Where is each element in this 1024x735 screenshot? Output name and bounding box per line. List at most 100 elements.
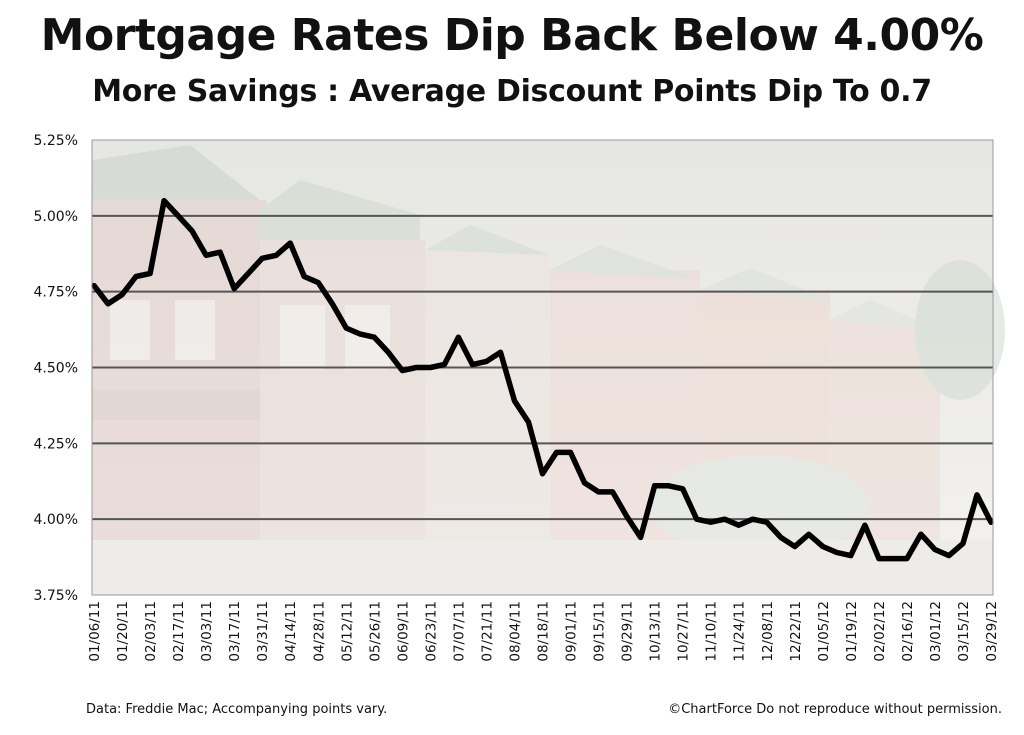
data-point (289, 242, 292, 244)
data-point (443, 363, 446, 366)
x-tick-label: 02/03/11 (143, 601, 159, 662)
x-tick-label: 03/17/11 (227, 601, 243, 662)
data-point (920, 533, 922, 536)
data-point (962, 542, 964, 545)
data-point (121, 293, 123, 296)
data-point (177, 215, 179, 217)
data-point (639, 536, 642, 539)
x-tick-label: 03/15/12 (956, 601, 972, 662)
series-layer (91, 197, 994, 562)
data-point (387, 351, 390, 354)
x-tick-label: 03/01/12 (928, 601, 944, 662)
x-tick-label: 02/16/12 (900, 601, 916, 662)
x-tick-label: 08/18/11 (536, 601, 552, 662)
x-tick-label: 04/14/11 (283, 601, 299, 662)
y-tick-label: 4.50% (34, 361, 78, 377)
data-point (723, 518, 726, 520)
data-point (373, 336, 376, 338)
data-point (681, 488, 684, 490)
y-tick-label: 5.25% (34, 133, 78, 149)
data-point (485, 360, 488, 363)
x-tick-label: 01/05/12 (816, 601, 832, 662)
y-tick-label: 4.75% (34, 285, 78, 301)
x-tick-label: 01/06/11 (87, 601, 103, 662)
x-tick-label: 08/04/11 (507, 601, 523, 662)
x-tick-label: 11/10/11 (704, 601, 720, 662)
chart-subtitle: More Savings : Average Discount Points D… (92, 74, 932, 109)
data-point (793, 545, 796, 548)
data-point (807, 533, 810, 536)
x-tick-label: 10/27/11 (676, 601, 692, 662)
data-point (233, 287, 235, 290)
data-point (737, 524, 740, 527)
gridlines (92, 214, 993, 521)
data-point (822, 545, 824, 548)
data-point (513, 400, 516, 402)
data-point (499, 351, 502, 354)
data-point (429, 366, 432, 369)
data-point (359, 333, 362, 335)
x-tick-label: 12/08/11 (760, 601, 776, 662)
data-point (331, 303, 334, 305)
x-tick-label: 03/03/11 (199, 601, 215, 662)
x-tick-label: 09/01/11 (564, 601, 580, 662)
plot-frame (91, 139, 994, 596)
data-point (878, 557, 880, 560)
data-point (401, 369, 404, 372)
data-point (527, 421, 530, 423)
data-point (709, 521, 712, 523)
x-tick-label: 03/29/12 (984, 601, 1000, 662)
data-point (569, 451, 572, 454)
data-point (219, 251, 221, 254)
x-tick-label: 11/24/11 (732, 601, 748, 662)
data-point (583, 481, 586, 484)
data-point (107, 303, 109, 305)
y-axis-ticks: 3.75% 4.00% 4.25% 4.50% 4.75% 5.00% 5.25% (34, 133, 78, 604)
data-point (261, 257, 263, 260)
x-tick-label: 02/17/11 (171, 601, 187, 662)
data-point (317, 281, 320, 284)
data-point (779, 536, 782, 539)
x-tick-label: 12/22/11 (788, 601, 804, 662)
x-tick-label: 07/07/11 (451, 601, 467, 662)
x-tick-label: 03/31/11 (255, 601, 271, 662)
data-point (247, 272, 249, 275)
x-tick-label: 09/15/11 (592, 601, 608, 662)
data-point (191, 230, 193, 232)
data-point (990, 521, 992, 523)
data-point (934, 548, 936, 551)
data-point (653, 485, 656, 487)
data-point (205, 254, 207, 257)
y-tick-label: 4.00% (34, 512, 78, 528)
data-point (948, 554, 950, 557)
data-point (765, 521, 768, 523)
source-note: Data: Freddie Mac; Accompanying points v… (86, 702, 388, 717)
x-tick-label: 04/28/11 (311, 601, 327, 662)
data-point (695, 518, 698, 520)
x-tick-label: 01/20/11 (115, 601, 131, 662)
x-tick-label: 05/12/11 (339, 601, 355, 662)
data-point (751, 518, 754, 520)
data-point (345, 327, 348, 329)
y-tick-label: 4.25% (34, 436, 78, 452)
data-point (163, 199, 165, 202)
data-point (976, 494, 978, 496)
data-point (864, 524, 866, 527)
data-point (471, 363, 474, 366)
data-point (892, 557, 894, 560)
data-point (135, 275, 137, 278)
data-point (555, 451, 558, 454)
chart-title: Mortgage Rates Dip Back Below 4.00% (40, 10, 984, 61)
x-tick-label: 06/23/11 (423, 601, 439, 662)
data-point (667, 485, 670, 487)
data-point (597, 491, 600, 493)
y-tick-label: 3.75% (34, 588, 78, 604)
x-tick-label: 07/21/11 (479, 601, 495, 662)
data-point (415, 366, 418, 369)
data-point (541, 472, 544, 475)
data-point (611, 491, 614, 493)
x-tick-label: 06/09/11 (395, 601, 411, 662)
copyright-note: ©ChartForce Do not reproduce without per… (668, 702, 1002, 717)
x-axis-ticks: 01/06/11 01/20/11 02/03/11 02/17/11 03/03/11… (87, 601, 1000, 662)
